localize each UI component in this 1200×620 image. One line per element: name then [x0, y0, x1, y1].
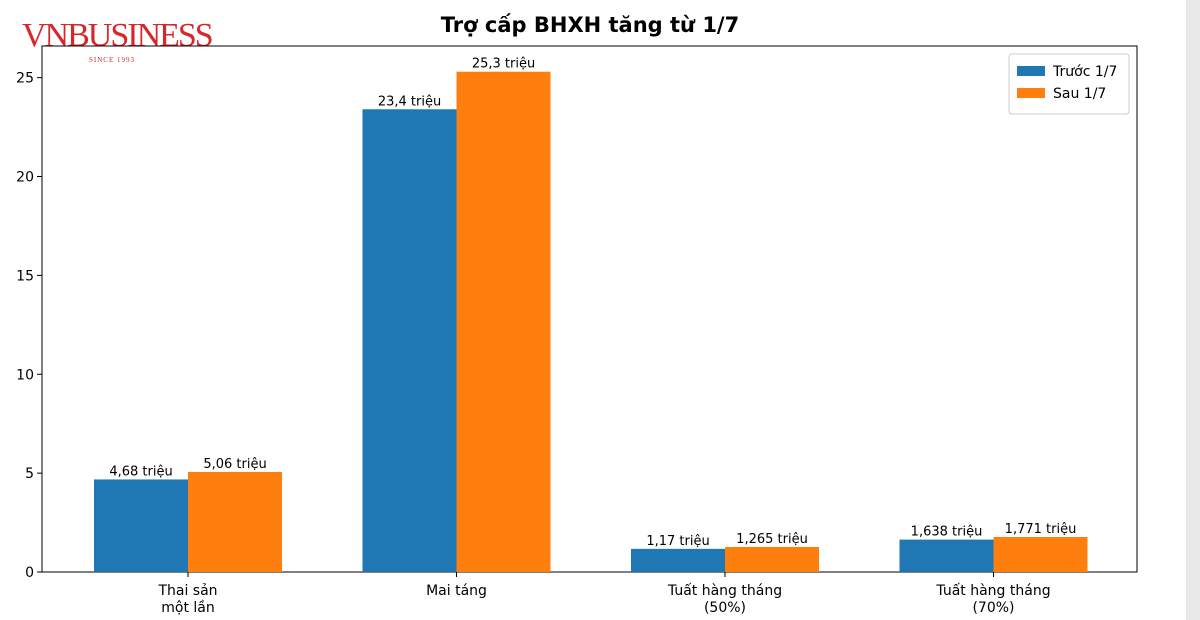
chart-title: Trợ cấp BHXH tăng từ 1/7 [441, 13, 739, 37]
y-tick-label: 20 [16, 170, 34, 186]
bar [94, 479, 188, 572]
bar [188, 471, 282, 572]
bar [362, 109, 457, 572]
x-tick-label: Mai táng [426, 583, 487, 599]
value-label: 5,06 triệu [203, 457, 266, 472]
bar [631, 548, 725, 572]
frame-edge [1186, 0, 1200, 620]
legend-swatch [1017, 88, 1045, 98]
value-label: 1,265 triệu [736, 532, 808, 547]
y-tick-label: 15 [16, 268, 34, 284]
x-tick-label: Thai sản một lần [157, 583, 217, 616]
legend-box [1008, 53, 1130, 115]
y-tick-label: 5 [25, 466, 34, 482]
value-label: 25,3 triệu [472, 57, 535, 72]
y-tick-label: 25 [16, 71, 34, 87]
legend-label: Trước 1/7 [1052, 64, 1117, 80]
logo-name: VNBUSINESS [22, 17, 212, 54]
bar [725, 546, 819, 572]
value-label: 4,68 triệu [109, 464, 172, 479]
legend-swatch [1017, 66, 1045, 76]
bar [456, 71, 551, 573]
bar [899, 539, 994, 572]
value-label: 1,17 triệu [646, 534, 709, 549]
y-tick-label: 10 [16, 367, 34, 383]
value-label: 1,638 triệu [911, 525, 983, 540]
plot-frame [41, 45, 1138, 573]
legend-label: Sau 1/7 [1053, 86, 1106, 102]
x-tick-label: Tuất hàng tháng (50%) [667, 583, 782, 616]
value-label: 1,771 triệu [1005, 522, 1077, 537]
x-tick-label: Tuất hàng tháng (70%) [935, 583, 1050, 616]
logo-tagline: SINCE 1993 [89, 56, 135, 64]
bar [993, 536, 1088, 572]
value-label: 23,4 triệu [378, 94, 441, 109]
y-tick-label: 0 [25, 565, 34, 581]
